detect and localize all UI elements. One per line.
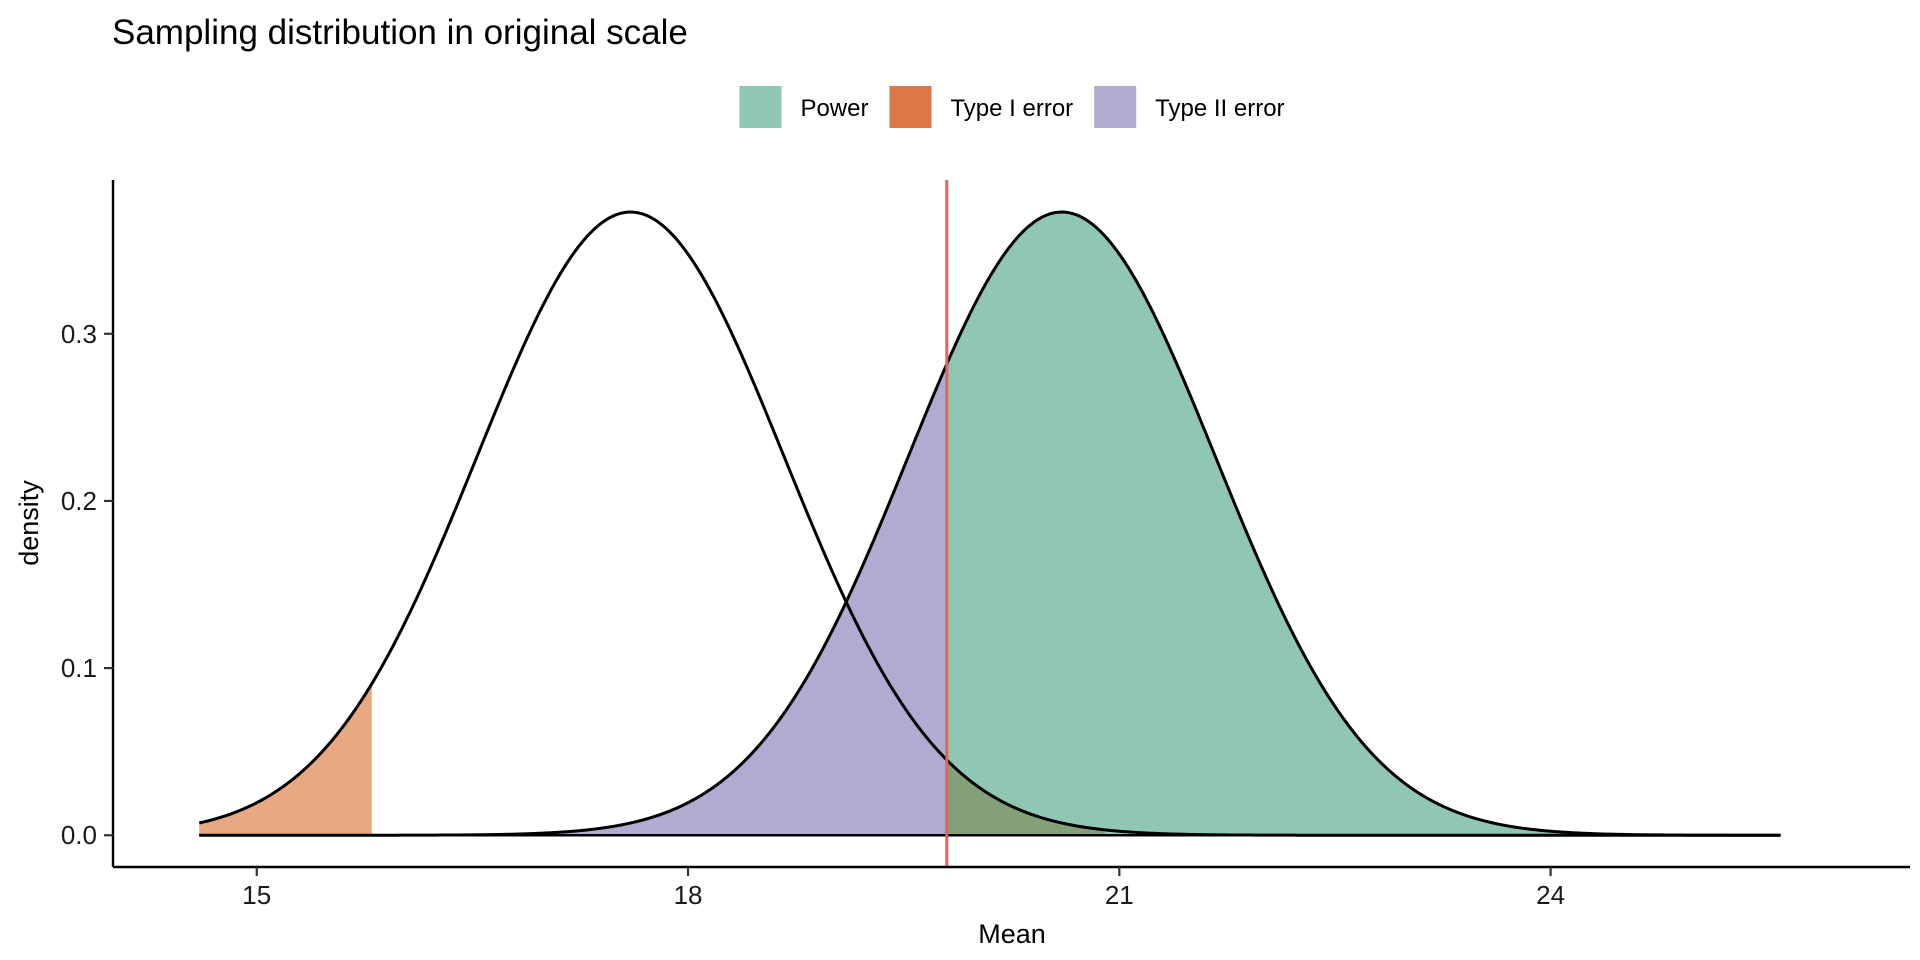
y-tick-label: 0.3 xyxy=(61,319,97,349)
x-tick-label: 24 xyxy=(1536,880,1565,910)
y-axis-title: density xyxy=(14,480,44,566)
null-distribution-curve xyxy=(198,210,1781,837)
legend-label-type-i-error: Type I error xyxy=(950,95,1073,122)
x-tick-label: 15 xyxy=(242,880,271,910)
legend-label-type-ii-error: Type II error xyxy=(1155,95,1284,122)
legend-swatch-power xyxy=(739,86,782,128)
plot-area xyxy=(198,180,1781,867)
x-axis-title: Mean xyxy=(978,919,1046,949)
legend-label-power: Power xyxy=(800,95,868,122)
legend-swatch-type-ii-error xyxy=(1094,86,1137,128)
y-axis-ticks: 0.0 0.1 0.2 0.3 xyxy=(61,319,113,850)
legend: Power Type I error Type II error xyxy=(739,86,1285,128)
region-type-ii-error xyxy=(199,363,947,836)
chart-title: Sampling distribution in original scale xyxy=(112,13,688,52)
region-type-i-error xyxy=(199,683,372,836)
alternative-distribution-curve xyxy=(199,210,1781,837)
y-tick-label: 0.1 xyxy=(61,653,97,683)
y-tick-label: 0.0 xyxy=(61,820,97,850)
legend-swatch-type-i-error xyxy=(889,86,932,128)
y-tick-label: 0.2 xyxy=(61,486,97,516)
x-tick-label: 18 xyxy=(674,880,703,910)
x-tick-label: 21 xyxy=(1105,880,1134,910)
region-overlap xyxy=(946,759,1105,836)
x-axis-ticks: 15 18 21 24 xyxy=(242,867,1565,910)
region-power xyxy=(946,212,1781,836)
